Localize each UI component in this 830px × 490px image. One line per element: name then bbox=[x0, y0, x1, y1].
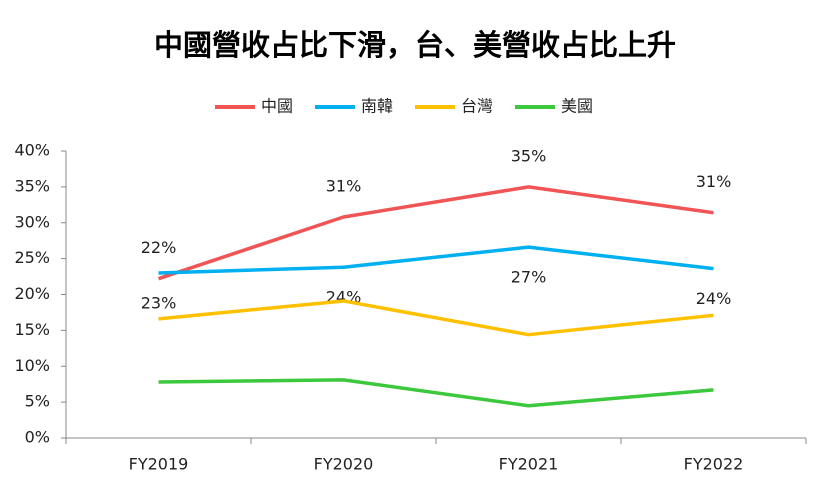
legend-label: 台灣 bbox=[461, 97, 493, 116]
chart-title: 中國營收占比下滑，台、美營收占比上升 bbox=[154, 28, 676, 62]
series-line bbox=[158, 299, 714, 337]
data-label: 35% bbox=[511, 146, 547, 165]
legend-label: 南韓 bbox=[361, 97, 393, 116]
y-tick-label: 20% bbox=[14, 284, 50, 303]
data-label: 23% bbox=[141, 293, 177, 312]
data-label: 22% bbox=[141, 238, 177, 257]
data-label: 27% bbox=[511, 268, 547, 287]
y-tick-label: 30% bbox=[14, 212, 50, 231]
data-label: 24% bbox=[696, 289, 732, 308]
y-tick-label: 35% bbox=[14, 176, 50, 195]
y-tick-label: 40% bbox=[14, 141, 50, 160]
y-tick-label: 15% bbox=[14, 320, 50, 339]
y-tick-label: 5% bbox=[25, 392, 50, 411]
legend-label: 美國 bbox=[561, 97, 593, 116]
series-line bbox=[157, 185, 714, 281]
y-tick-label: 25% bbox=[14, 248, 50, 267]
series-line bbox=[158, 245, 714, 275]
x-tick-label: FY2021 bbox=[499, 455, 559, 474]
x-tick-label: FY2019 bbox=[129, 455, 189, 474]
y-tick-label: 10% bbox=[14, 356, 50, 375]
legend-label: 中國 bbox=[261, 97, 293, 116]
x-tick-label: FY2020 bbox=[314, 455, 374, 474]
x-tick-label: FY2022 bbox=[684, 455, 744, 474]
data-label: 31% bbox=[696, 172, 732, 191]
y-tick-label: 0% bbox=[25, 428, 50, 447]
series-line bbox=[158, 378, 714, 408]
data-label: 31% bbox=[326, 177, 362, 196]
